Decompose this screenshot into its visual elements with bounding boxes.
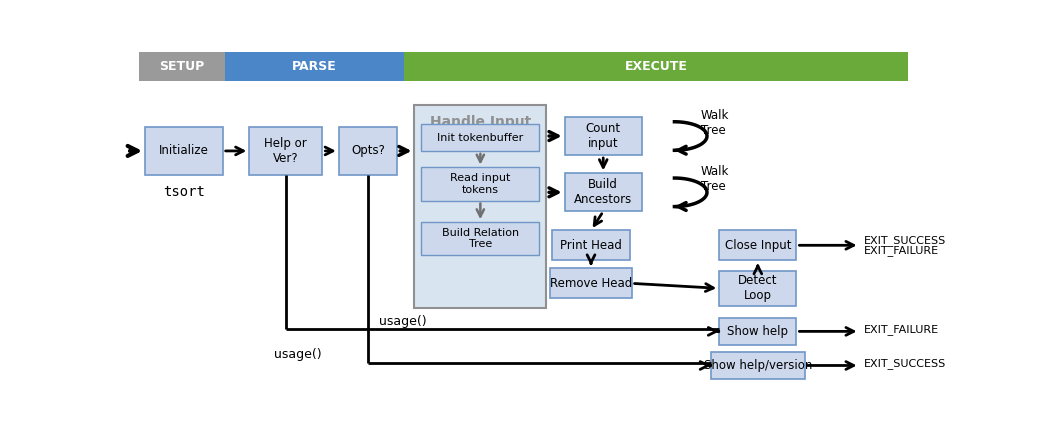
Text: EXIT_FAILURE: EXIT_FAILURE — [863, 324, 939, 335]
Text: Init tokenbuffer: Init tokenbuffer — [437, 133, 524, 143]
Text: EXIT_SUCCESS: EXIT_SUCCESS — [863, 358, 946, 369]
Text: Show help: Show help — [728, 325, 789, 338]
FancyBboxPatch shape — [146, 127, 223, 175]
Text: EXIT_FAILURE: EXIT_FAILURE — [863, 245, 939, 256]
Text: Detect
Loop: Detect Loop — [738, 274, 778, 302]
FancyBboxPatch shape — [550, 268, 632, 298]
FancyBboxPatch shape — [415, 104, 546, 308]
Text: Handle Input: Handle Input — [429, 114, 531, 129]
FancyBboxPatch shape — [421, 168, 540, 200]
Text: Read input
tokens: Read input tokens — [450, 173, 510, 195]
FancyBboxPatch shape — [404, 52, 908, 81]
FancyBboxPatch shape — [249, 127, 322, 175]
FancyBboxPatch shape — [565, 117, 642, 155]
Text: Initialize: Initialize — [160, 144, 209, 157]
Text: Build Relation
Tree: Build Relation Tree — [442, 228, 519, 249]
FancyBboxPatch shape — [421, 222, 540, 255]
FancyBboxPatch shape — [225, 52, 404, 81]
Text: Walk
Tree: Walk Tree — [701, 165, 730, 193]
Text: Print Head: Print Head — [560, 239, 622, 252]
FancyBboxPatch shape — [140, 52, 225, 81]
FancyBboxPatch shape — [711, 352, 804, 379]
Text: Show help/version: Show help/version — [704, 359, 812, 372]
Text: usage(): usage() — [274, 348, 321, 361]
FancyBboxPatch shape — [719, 271, 797, 306]
Text: Walk
Tree: Walk Tree — [701, 109, 730, 137]
FancyBboxPatch shape — [565, 173, 642, 212]
FancyBboxPatch shape — [719, 230, 797, 260]
Text: Opts?: Opts? — [351, 144, 385, 157]
Text: EXECUTE: EXECUTE — [625, 60, 688, 73]
Text: PARSE: PARSE — [292, 60, 337, 73]
Text: Close Input: Close Input — [724, 239, 791, 252]
FancyBboxPatch shape — [552, 230, 630, 260]
FancyBboxPatch shape — [421, 124, 540, 151]
FancyBboxPatch shape — [719, 318, 797, 344]
Text: usage(): usage() — [379, 315, 427, 328]
Text: SETUP: SETUP — [160, 60, 205, 73]
Text: EXIT_SUCCESS: EXIT_SUCCESS — [863, 235, 946, 246]
Text: Help or
Ver?: Help or Ver? — [265, 137, 308, 165]
Text: Count
input: Count input — [586, 122, 621, 150]
Text: Build
Ancestors: Build Ancestors — [574, 178, 632, 206]
FancyBboxPatch shape — [339, 127, 397, 175]
Text: Remove Head: Remove Head — [550, 277, 632, 290]
Text: tsort: tsort — [163, 185, 205, 200]
